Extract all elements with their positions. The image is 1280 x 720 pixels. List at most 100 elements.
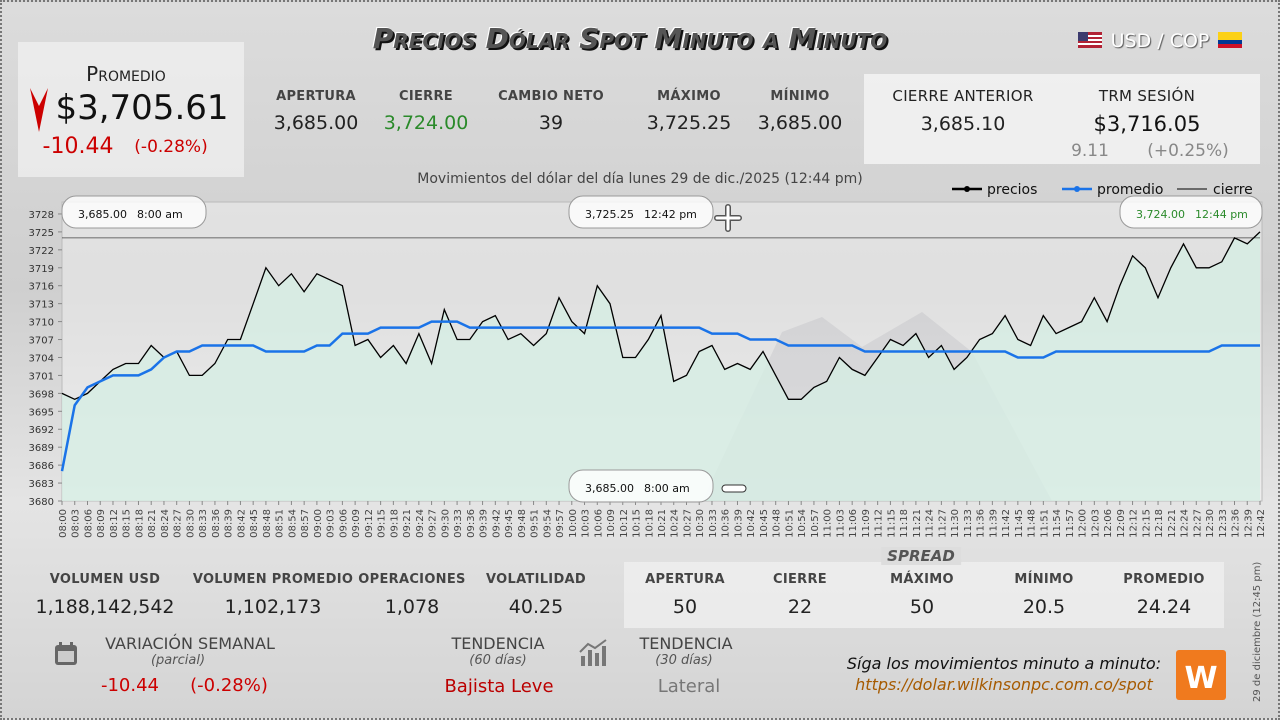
co-flag — [1218, 32, 1242, 48]
x-tick-label: 10:03 — [581, 509, 592, 538]
annotation-time: 12:42 pm — [644, 208, 697, 221]
x-tick-label: 10:00 — [568, 509, 579, 538]
x-tick-label: 11:03 — [835, 509, 846, 538]
stat-value: 1,078 — [384, 596, 440, 618]
x-tick-label: 12:00 — [1078, 509, 1089, 538]
stat-value: 3,685.00 — [757, 112, 843, 134]
x-tick-label: 08:54 — [287, 509, 298, 538]
x-tick-label: 10:21 — [657, 509, 668, 538]
spread-value: 50 — [672, 596, 698, 618]
x-tick-label: 11:27 — [937, 509, 948, 538]
us-flag — [1078, 32, 1102, 48]
x-tick-label: 08:06 — [83, 509, 94, 538]
summary-change: -10.44 — [42, 134, 114, 159]
y-tick-label: 3725 — [29, 228, 54, 239]
x-tick-label: 10:45 — [759, 509, 770, 538]
x-tick-label: 12:33 — [1218, 509, 1229, 538]
annotation-value: 3,685.00 — [78, 208, 127, 221]
y-tick-label: 3680 — [29, 497, 54, 508]
x-tick-label: 10:51 — [784, 509, 795, 538]
x-tick-label: 10:12 — [619, 509, 630, 538]
stat-label: Operaciones — [358, 572, 466, 587]
spread-label: Máximo — [890, 572, 954, 587]
x-tick-label: 11:39 — [988, 509, 999, 538]
summary-panel — [18, 42, 244, 177]
x-tick-label: 08:12 — [109, 509, 120, 538]
spread-value: 20.5 — [1022, 596, 1066, 618]
y-tick-label: 3683 — [29, 479, 54, 490]
x-tick-label: 09:33 — [453, 509, 464, 538]
spread-label: Cierre — [773, 572, 827, 587]
x-tick-label: 08:18 — [134, 509, 145, 538]
x-tick-label: 11:48 — [1027, 509, 1038, 538]
x-tick-label: 08:03 — [71, 509, 82, 538]
x-tick-label: 11:15 — [886, 509, 897, 538]
stat-label: Volumen promedio — [192, 572, 354, 587]
x-tick-label: 11:24 — [925, 509, 936, 538]
y-tick-label: 3704 — [29, 353, 54, 364]
summary-change-pct: (-0.28%) — [134, 137, 208, 157]
x-tick-label: 09:51 — [530, 509, 541, 538]
x-tick-label: 09:06 — [338, 509, 349, 538]
annotation-value: 3,685.00 — [585, 482, 634, 495]
legend-marker — [1074, 186, 1080, 192]
x-tick-label: 09:00 — [313, 509, 324, 538]
stat-value: 3,725.25 — [646, 112, 732, 134]
y-tick-label: 3722 — [29, 246, 54, 257]
annotation-box — [1119, 195, 1263, 229]
y-tick-label: 3710 — [29, 318, 54, 329]
x-tick-label: 12:36 — [1231, 509, 1242, 538]
y-tick-label: 3716 — [29, 282, 54, 293]
x-tick-label: 11:36 — [976, 509, 987, 538]
x-tick-label: 08:48 — [262, 509, 273, 538]
x-tick-label: 09:24 — [415, 509, 426, 538]
x-tick-label: 08:39 — [224, 509, 235, 538]
trend-note: (30 días) — [655, 653, 713, 668]
annotation-time: 8:00 am — [644, 482, 690, 495]
spread-value: 50 — [909, 596, 935, 618]
x-tick-label: 12:42 — [1256, 509, 1267, 538]
x-tick-label: 08:57 — [300, 509, 311, 538]
spread-label: Apertura — [645, 572, 725, 587]
x-tick-label: 09:48 — [517, 509, 528, 538]
x-tick-label: 09:30 — [440, 509, 451, 538]
stat-value: 3,685.10 — [920, 113, 1006, 135]
spread-label: Mínimo — [1014, 572, 1074, 587]
footer-url[interactable]: https://dolar.wilkinsonpc.com.co/spot — [855, 675, 1153, 694]
x-tick-label: 11:30 — [950, 509, 961, 538]
stat-value: 40.25 — [508, 596, 564, 618]
x-tick-label: 10:09 — [606, 509, 617, 538]
x-tick-label: 12:30 — [1205, 509, 1216, 538]
weekly-note: (parcial) — [150, 653, 206, 668]
x-tick-label: 10:48 — [772, 509, 783, 538]
x-tick-label: 11:33 — [963, 509, 974, 538]
x-tick-label: 08:42 — [236, 509, 247, 538]
x-tick-label: 12:09 — [1116, 509, 1127, 538]
x-tick-label: 11:42 — [1001, 509, 1012, 538]
trm-change-pct: (+0.25%) — [1147, 141, 1229, 161]
x-tick-label: 12:24 — [1180, 509, 1191, 538]
x-tick-label: 11:51 — [1039, 509, 1050, 538]
timestamp: 29 de diciembre (12:45 pm) — [1252, 561, 1263, 702]
x-tick-label: 09:15 — [377, 509, 388, 538]
series-line — [61, 231, 1261, 401]
x-tick-label: 11:09 — [861, 509, 872, 538]
x-tick-label: 10:27 — [682, 509, 693, 538]
trm-value: $3,716.05 — [1093, 112, 1201, 136]
stat-label: Cierre anterior — [892, 87, 1034, 105]
legend-label: precios — [987, 182, 1037, 198]
stat-label: Máximo — [657, 89, 721, 104]
x-tick-label: 08:21 — [147, 509, 158, 538]
stat-label: TRM sesión — [1098, 87, 1196, 105]
x-tick-label: 12:15 — [1141, 509, 1152, 538]
x-tick-label: 10:18 — [644, 509, 655, 538]
x-tick-label: 12:39 — [1243, 509, 1254, 538]
x-tick-label: 08:33 — [198, 509, 209, 538]
spread-value: 24.24 — [1136, 596, 1192, 618]
y-tick-label: 3695 — [29, 407, 54, 418]
x-tick-label: 08:00 — [58, 509, 69, 538]
x-tick-label: 12:06 — [1103, 509, 1114, 538]
x-tick-label: 08:36 — [211, 509, 222, 538]
x-tick-label: 11:57 — [1065, 509, 1076, 538]
x-tick-label: 10:54 — [797, 509, 808, 538]
